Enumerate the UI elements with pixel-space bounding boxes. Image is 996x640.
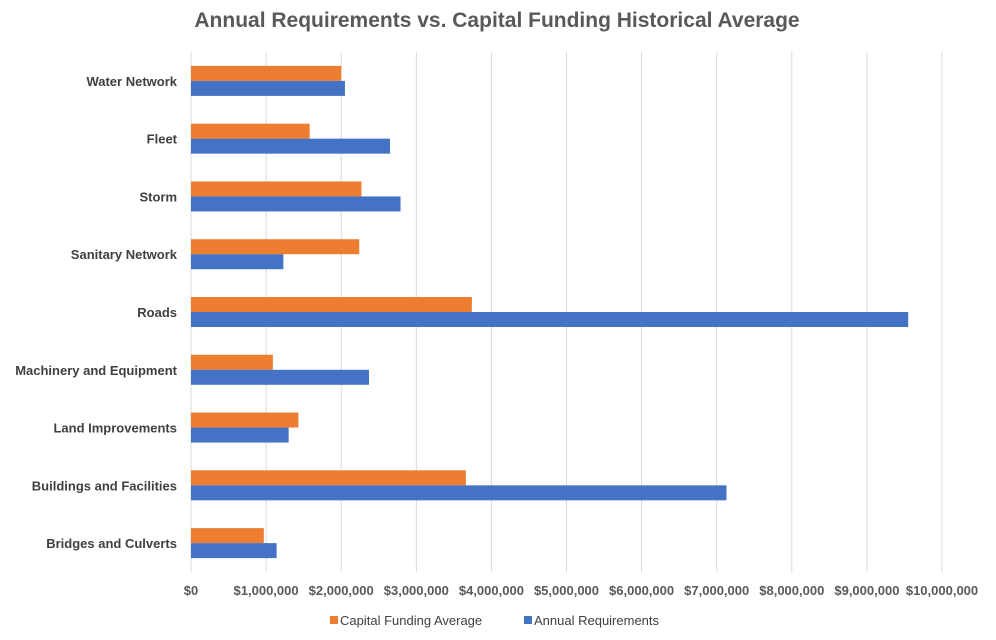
bar-capital-funding (191, 239, 360, 255)
x-tick-label: $0 (184, 583, 198, 598)
x-tick-label: $4,000,000 (459, 583, 524, 598)
category-label: Machinery and Equipment (15, 363, 177, 378)
category-label: Fleet (147, 132, 178, 147)
bar-annual-requirements (191, 543, 277, 559)
category-label: Water Network (86, 74, 177, 89)
bar-capital-funding (191, 528, 264, 544)
x-tick-label: $10,000,000 (906, 583, 978, 598)
bars (191, 65, 909, 559)
x-tick-label: $2,000,000 (309, 583, 374, 598)
legend-swatch-capital-funding (330, 616, 338, 624)
x-tick-label: $9,000,000 (834, 583, 899, 598)
category-label: Sanitary Network (71, 247, 178, 262)
legend-swatch-annual-requirements (524, 616, 532, 624)
bar-annual-requirements (191, 254, 284, 270)
category-label: Storm (139, 189, 177, 204)
bar-annual-requirements (191, 485, 727, 501)
x-tick-label: $7,000,000 (684, 583, 749, 598)
x-tick-label: $6,000,000 (609, 583, 674, 598)
category-labels: Water Network Fleet Storm Sanitary Network R… (15, 74, 178, 551)
x-axis-ticks: $0 $1,000,000 $2,000,000 $3,000,000 $4,000,0… (184, 583, 978, 598)
bar-annual-requirements (191, 80, 345, 96)
bar-annual-requirements (191, 312, 909, 327)
legend-label-capital-funding: Capital Funding Average (340, 613, 482, 628)
bar-annual-requirements (191, 369, 369, 385)
chart-title: Annual Requirements vs. Capital Funding … (194, 9, 799, 32)
bar-capital-funding (191, 354, 273, 370)
category-label: Land Improvements (53, 421, 177, 436)
bar-capital-funding (191, 123, 310, 139)
bar-capital-funding (191, 297, 472, 312)
x-tick-label: $3,000,000 (384, 583, 449, 598)
x-tick-label: $8,000,000 (759, 583, 824, 598)
bar-capital-funding (191, 412, 299, 428)
x-tick-label: $5,000,000 (534, 583, 599, 598)
category-label: Bridges and Culverts (46, 536, 177, 551)
legend-label-annual-requirements: Annual Requirements (534, 613, 660, 628)
bar-capital-funding (191, 65, 342, 81)
bar-annual-requirements (191, 427, 289, 443)
category-label: Buildings and Facilities (32, 478, 177, 493)
x-tick-label: $1,000,000 (234, 583, 299, 598)
bar-capital-funding (191, 181, 362, 197)
legend: Capital Funding Average Annual Requireme… (330, 613, 660, 628)
category-label: Roads (137, 305, 177, 320)
bar-capital-funding (191, 470, 466, 486)
bar-annual-requirements (191, 138, 391, 154)
bar-annual-requirements (191, 196, 401, 212)
